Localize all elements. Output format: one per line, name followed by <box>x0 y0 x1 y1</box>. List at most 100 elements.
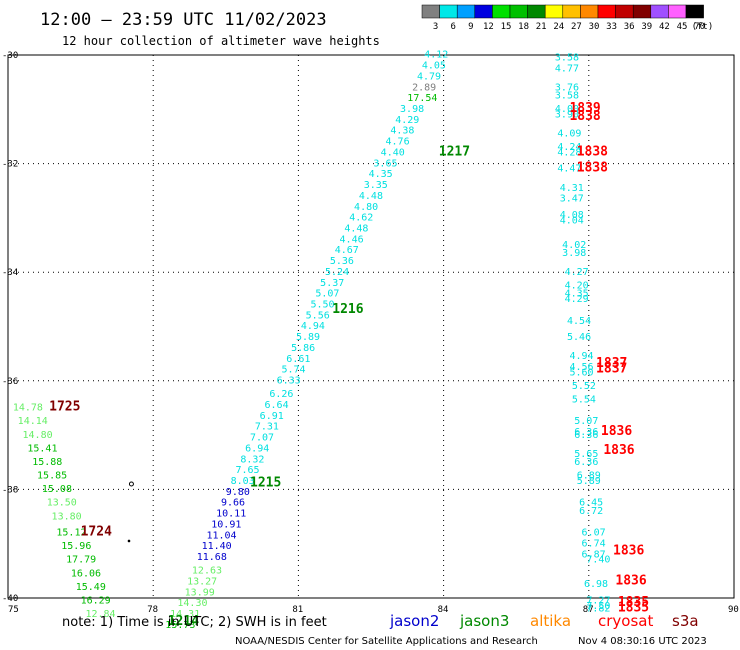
legend-unit: (ft) <box>692 22 714 32</box>
time-tag: 1836 <box>603 443 634 458</box>
wave-height-value: 4.56 <box>569 362 593 373</box>
legend-label: 21 <box>536 22 547 32</box>
wave-height-value: 15.41 <box>27 443 57 454</box>
wave-height-value: 4.48 <box>359 191 383 202</box>
wave-height-value: 4.40 <box>381 147 405 158</box>
wave-height-value: 4.38 <box>390 126 414 137</box>
legend-swatch <box>509 4 528 19</box>
axis-ticks: 75 78 81 84 87 90 -30 -32 -34 -36 -38 -40 <box>2 51 739 615</box>
plot-frame <box>7 54 735 599</box>
wave-height-value: 4.80 <box>354 202 378 213</box>
wave-height-value: 5.50 <box>311 299 335 310</box>
wave-height-value: 4.08 <box>560 210 584 221</box>
legend-label: 18 <box>518 22 529 32</box>
wave-height-value: 3.47 <box>560 194 584 205</box>
wave-height-value: 4.02 <box>562 240 586 251</box>
wave-height-value: 15.88 <box>32 457 62 468</box>
legend-swatch <box>650 4 669 19</box>
wave-height-value: 4.47 <box>557 164 581 175</box>
wave-height-value: 7.31 <box>255 422 279 433</box>
wave-height-value: 6.45 <box>579 498 603 509</box>
lat-tick-label: -36 <box>2 377 18 387</box>
lon-tick-label: 78 <box>147 605 158 615</box>
wave-height-value: 8.03 <box>231 476 255 487</box>
lat-tick-label: -30 <box>2 51 18 61</box>
wave-height-value: 5.89 <box>296 332 320 343</box>
wave-height-value: 6.64 <box>265 400 289 411</box>
lon-tick-label: 90 <box>728 605 739 615</box>
wave-height-value: 3.58 <box>555 52 579 63</box>
wave-height-value: 4.24 <box>557 142 581 153</box>
legend-label: 12 <box>483 22 494 32</box>
wave-height-value: 13.99 <box>185 587 215 598</box>
wave-height-value: 16.06 <box>71 568 101 579</box>
wave-height-value: 15.12 <box>56 528 86 539</box>
legend-label: 36 <box>624 22 635 32</box>
wave-height-value: 2.89 <box>412 82 436 93</box>
lat-tick-label: -34 <box>2 268 18 278</box>
wave-height-value: 9.66 <box>221 498 245 509</box>
wave-height-value: 4.04 <box>560 215 584 226</box>
legend-label: 24 <box>553 22 564 32</box>
wave-height-value: 10.11 <box>216 509 246 520</box>
time-tag: 1838 <box>577 161 608 176</box>
point-marker <box>128 481 134 487</box>
wave-height-value: 3.76 <box>555 82 579 93</box>
wave-height-value: 5.46 <box>567 332 591 343</box>
wave-height-value: 14.78 <box>13 403 43 414</box>
wave-height-value: 7.27 <box>586 595 610 606</box>
wave-height-value: 9.80 <box>226 487 250 498</box>
time-tag: 1217 <box>439 144 470 159</box>
wave-height-value: 14.14 <box>18 416 48 427</box>
wave-height-value: 14.80 <box>23 430 53 441</box>
footer-credit: NOAA/NESDIS Center for Satellite Applica… <box>235 636 538 647</box>
wave-height-value: 5.54 <box>572 395 596 406</box>
wave-height-value: 10.91 <box>211 519 241 530</box>
wave-height-value: 4.54 <box>567 316 591 327</box>
wave-height-value: 16.29 <box>81 595 111 606</box>
wave-height-value: 17.54 <box>407 93 437 104</box>
time-tag: 1216 <box>332 302 363 317</box>
wave-height-value: 4.46 <box>340 234 364 245</box>
wave-height-value: 4.29 <box>565 294 589 305</box>
legend-swatch <box>544 4 564 19</box>
legend-swatch <box>685 4 704 19</box>
wave-height-value: 4.76 <box>386 137 410 148</box>
wave-height-value: 13.27 <box>187 576 217 587</box>
wave-height-value: 6.33 <box>277 376 301 387</box>
wave-height-value: 6.98 <box>584 579 608 590</box>
wave-height-value: 7.07 <box>250 433 274 444</box>
wave-height-value: 6.07 <box>582 528 606 539</box>
legend-swatch <box>615 4 634 19</box>
wave-height-value: 6.36 <box>574 457 598 468</box>
legend-swatch <box>597 4 616 19</box>
wave-height-value: 17.79 <box>66 555 96 566</box>
lat-tick-label: -38 <box>2 485 18 495</box>
wave-height-value: 4.79 <box>417 71 441 82</box>
time-tag: 1835 <box>618 595 649 610</box>
legend-swatch <box>527 4 546 19</box>
wave-height-value: 4.35 <box>369 169 393 180</box>
wave-height-value: 6.36 <box>574 427 598 438</box>
time-tag: 1724 <box>81 525 112 540</box>
wave-height-value: 6.91 <box>260 411 284 422</box>
wave-height-value: 8.32 <box>240 454 264 465</box>
time-tag: 1839 <box>569 101 600 116</box>
wave-height-value: 12.84 <box>85 609 115 620</box>
legend-swatch <box>439 4 458 19</box>
time-tag: 1838 <box>569 109 600 124</box>
legend-label: 3 <box>433 22 438 32</box>
satellite-tracks: 4.124.054.792.8917.543.984.294.384.764.4… <box>13 50 611 631</box>
wave-height-value: 6.72 <box>579 506 603 517</box>
wave-height-value: 4.12 <box>424 50 448 61</box>
wave-height-value: 4.20 <box>565 280 589 291</box>
wave-height-value: 4.29 <box>395 115 419 126</box>
wave-height-value: 6.94 <box>245 443 269 454</box>
wave-height-value: 3.58 <box>555 90 579 101</box>
wave-height-value: 4.00 <box>555 104 579 115</box>
time-tags: 1217121612151214172517241839183818381838… <box>49 101 649 629</box>
lon-tick-label: 81 <box>292 605 303 615</box>
wave-height-value: 5.24 <box>325 267 349 278</box>
legend-label: 15 <box>501 22 512 32</box>
color-legend: 3 6 9 12 15 18 21 24 27 30 33 36 39 42 45 70(ft) <box>421 4 714 32</box>
